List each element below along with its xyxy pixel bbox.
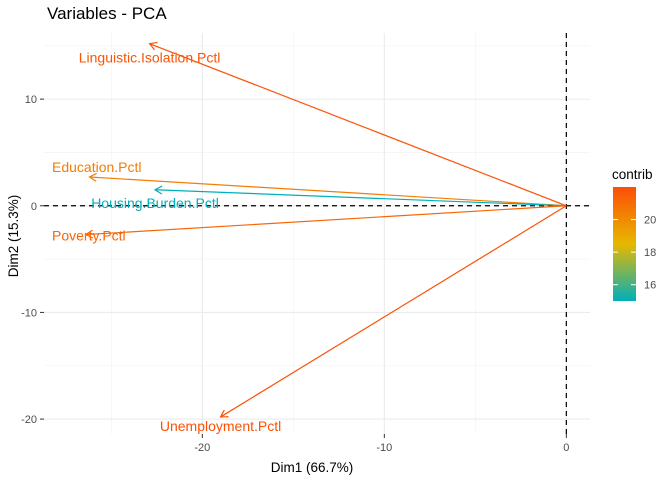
- arrow-head: [148, 41, 158, 51]
- variable-labels: Linguistic.Isolation.Pctl Education.Pctl H…: [52, 50, 281, 434]
- arrow-shaft: [85, 205, 567, 236]
- variable-label: Housing.Burden.Pctl: [91, 195, 219, 211]
- variable-arrow: [153, 185, 567, 207]
- legend-title: contrib: [612, 167, 653, 182]
- y-tick-label: -10: [21, 307, 37, 319]
- arrow-head: [88, 172, 97, 182]
- legend-tick-label: 16: [644, 280, 656, 292]
- arrow-shaft: [220, 205, 567, 418]
- arrow-shaft: [89, 176, 567, 207]
- y-tick-label: -20: [21, 414, 37, 426]
- reference-lines: [44, 33, 590, 434]
- variable-arrow: [148, 41, 567, 207]
- legend-ticks: 16 18 20: [613, 215, 656, 292]
- variable-label: Education.Pctl: [52, 159, 142, 175]
- legend-tick-label: 20: [644, 215, 656, 227]
- legend-colorbar: [613, 187, 636, 301]
- arrow-head: [219, 409, 229, 418]
- chart-title: Variables - PCA: [47, 4, 167, 23]
- arrow-head: [84, 229, 94, 239]
- variable-arrow: [219, 205, 567, 418]
- y-axis-label: Dim2 (15.3%): [6, 195, 21, 278]
- variable-arrows: [84, 41, 567, 418]
- arrow-shaft: [149, 43, 567, 207]
- variable-label: Poverty.Pctl: [52, 228, 126, 244]
- arrow-head: [153, 185, 163, 195]
- variable-label: Linguistic.Isolation.Pctl: [79, 50, 221, 66]
- axis-ticks: -20 -10 0 -20 -10 0 10: [21, 94, 569, 454]
- variable-arrow: [88, 172, 567, 207]
- y-tick-label: 10: [25, 94, 37, 106]
- arrow-shaft: [154, 189, 567, 207]
- variable-arrow: [84, 205, 567, 239]
- x-tick-label: 0: [563, 442, 569, 454]
- legend: contrib 16 18 20: [612, 167, 656, 301]
- y-tick-label: 0: [31, 201, 37, 213]
- grid: [44, 33, 590, 434]
- variable-label: Unemployment.Pctl: [160, 418, 281, 434]
- x-tick-label: -10: [376, 442, 392, 454]
- legend-tick-label: 18: [644, 247, 656, 259]
- x-tick-label: -20: [194, 442, 210, 454]
- x-axis-label: Dim1 (66.7%): [271, 460, 354, 475]
